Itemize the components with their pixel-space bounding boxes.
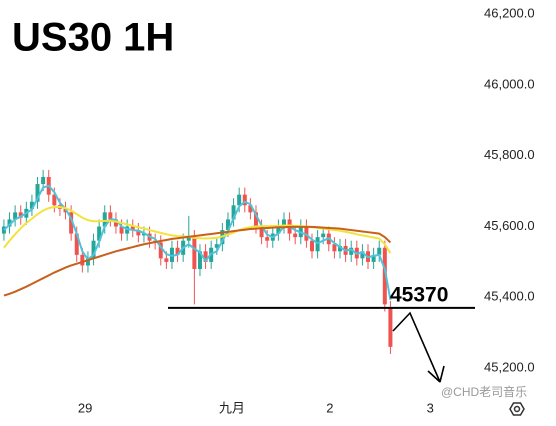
candle-body [136,230,141,236]
candle-body [309,240,314,252]
settings-icon[interactable] [509,402,525,416]
y-tick-label: 45,200.0 [484,360,535,375]
y-tick-label: 45,400.0 [484,289,535,304]
plot [1,169,475,354]
x-tick-label: 九月 [219,400,245,415]
ma-line [3,206,392,254]
settings-icon-center [513,405,521,413]
candle-body [7,219,12,227]
candle-body [69,212,74,234]
candle-body [52,194,57,206]
candle-body [338,245,343,252]
ma-line [3,184,392,300]
candle-body [197,251,202,269]
level-label: 45370 [390,283,448,306]
candle-body [237,194,242,206]
candle-body [225,219,230,231]
candle-body [85,258,90,266]
candle-body [158,242,163,259]
candle-body [113,219,118,227]
y-tick-label: 46,200.0 [484,6,535,21]
candle-body [108,212,113,220]
candle-body [276,226,281,234]
candle-body [377,247,382,255]
candle-body [102,212,107,227]
candle-body [119,226,124,234]
candle-body [214,244,219,248]
candle-body [248,205,253,213]
candle-body [332,244,337,252]
candle-body [13,212,18,220]
candle-body [35,184,40,202]
y-tick-label: 45,600.0 [484,218,535,233]
candle-body [74,233,79,255]
y-tick-label: 45,800.0 [484,147,535,162]
candle-body [349,247,354,255]
settings-icon-outline [509,402,525,416]
x-tick-label: 3 [427,400,434,415]
candle-body [41,176,46,185]
candle-body [265,237,270,241]
candle-body [186,237,191,241]
candle-body [293,233,298,238]
candle-body [360,251,365,259]
chart-title: US30 1H [12,16,174,60]
candle-body [371,254,376,262]
candle-body [29,201,34,209]
candle-body [321,233,326,238]
candle-body [125,226,130,234]
candle-body [192,237,197,269]
watermark: @CHD老司音乐 [441,384,527,399]
candle-body [91,240,96,259]
candle-body [388,307,393,347]
candle-body [231,205,236,220]
candle-body [175,247,180,255]
candle-body [97,226,102,241]
candle-body [80,254,85,266]
x-tick-label: 2 [326,400,333,415]
candle-body [382,247,387,305]
arrow [392,311,445,383]
ma-line [3,225,392,297]
y-tick-label: 46,000.0 [484,76,535,91]
candle-body [281,219,286,227]
candle-body [141,233,146,236]
candle-body [253,212,258,227]
candle-body [164,258,169,262]
candle-body [203,251,208,262]
candle-body [169,247,174,262]
candle-body [18,212,23,218]
x-tick-label: 29 [78,400,92,415]
candle-body [1,226,6,234]
candle-body [242,194,247,206]
candle-body [130,226,135,231]
candle-body [259,226,264,238]
